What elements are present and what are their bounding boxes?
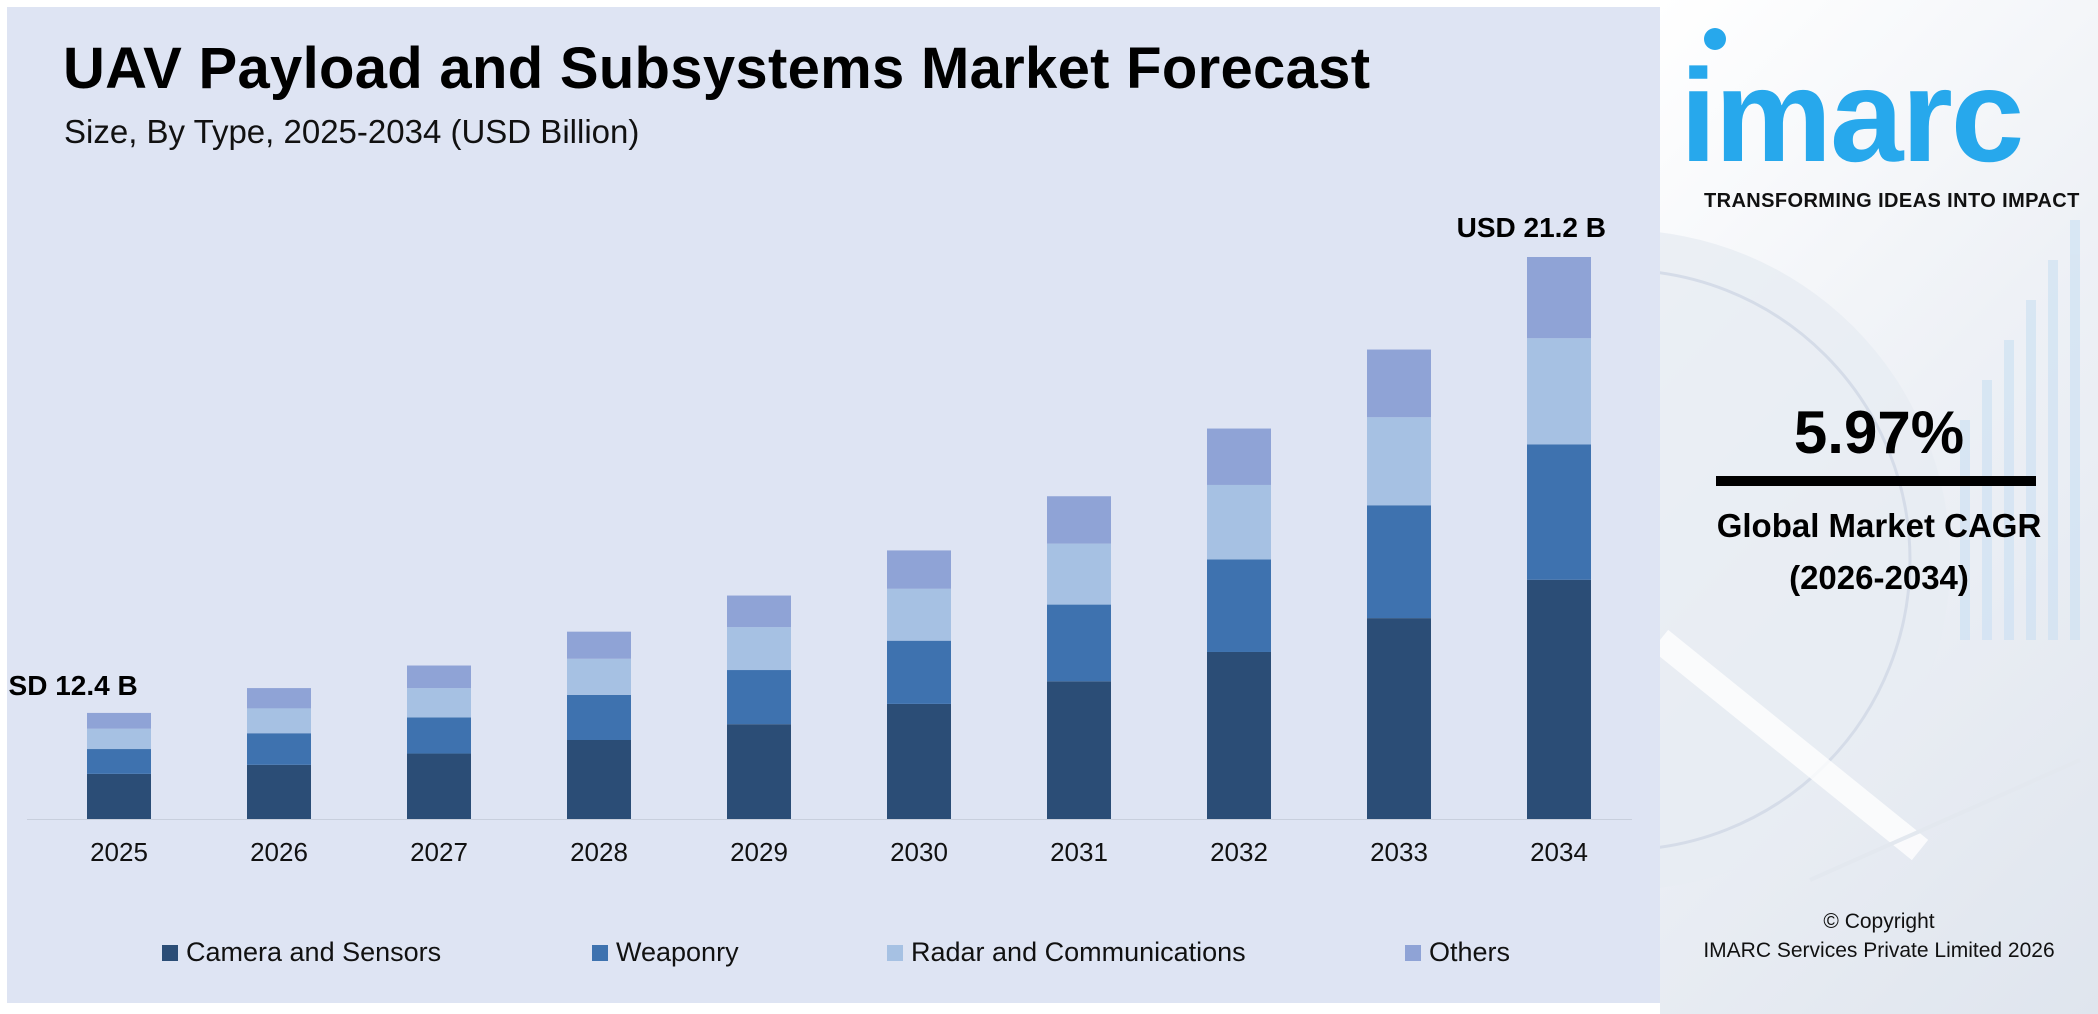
bar-segment-2033-weaponry [1367,505,1431,619]
x-tick-label: 2028 [570,837,628,867]
bar-segment-2034-radar-and-communications [1527,338,1591,445]
x-tick-label: 2026 [250,837,308,867]
bar-segment-2033-others [1367,349,1431,418]
bar-segment-2031-others [1047,496,1111,544]
bar-segment-2031-weaponry [1047,604,1111,682]
legend-swatch [887,944,903,961]
bar-segment-2028-weaponry [567,694,631,741]
background-chart-graphic [1660,220,2081,888]
bar-segment-2025-camera-and-sensors [87,773,151,819]
chart-subtitle: Size, By Type, 2025-2034 (USD Billion) [64,113,640,150]
chart-title: UAV Payload and Subsystems Market Foreca… [63,36,1371,101]
x-tick-label: 2027 [410,837,468,867]
x-tick-label: 2031 [1050,837,1108,867]
legend-item-weaponry: Weaponry [592,937,739,968]
bar-segment-2033-radar-and-communications [1367,417,1431,506]
bar-segment-2025-weaponry [87,749,151,774]
legend-swatch [162,944,178,961]
bar-segment-2025-radar-and-communications [87,728,151,750]
bar-segment-2029-camera-and-sensors [727,724,791,819]
bar-segment-2031-camera-and-sensors [1047,681,1111,819]
bar-segment-2032-radar-and-communications [1207,484,1271,560]
cagr-label-line2: (2026-2034) [1789,559,1969,596]
chart-panel: UAV Payload and Subsystems Market Foreca… [7,7,1660,1003]
legend-item-radar-and-communications: Radar and Communications [887,937,1246,968]
legend-swatch [1405,944,1421,961]
bar-segment-2029-weaponry [727,670,791,725]
legend-label: Others [1429,937,1511,967]
total-annotation-2034: USD 21.2 B [1457,212,1606,243]
bar-segment-2026-others [247,688,311,709]
bar-segment-2025-others [87,712,151,729]
bar-segment-2028-radar-and-communications [567,658,631,695]
bar-segment-2027-weaponry [407,717,471,754]
legend-label: Camera and Sensors [186,937,442,967]
legend-label: Radar and Communications [911,937,1246,967]
logo-dot [1704,28,1726,50]
bar-segment-2030-camera-and-sensors [887,703,951,819]
cagr-label: Global Market CAGR (2026-2034) [1660,500,2098,604]
bar-segment-2030-others [887,550,951,589]
legend-item-others: Others [1405,937,1510,968]
cagr-divider [1716,476,2036,486]
bar-segment-2026-radar-and-communications [247,708,311,734]
bar-segment-2034-camera-and-sensors [1527,579,1591,819]
bar-segment-2029-radar-and-communications [727,627,791,671]
legend-swatch [592,944,608,961]
bar-segment-2033-camera-and-sensors [1367,618,1431,819]
stacked-bar-chart: 2025 2026 2027 2028 2029 2030 2031 2032 2033 2034… [7,212,1632,867]
bar-segment-2034-weaponry [1527,444,1591,580]
bar-segment-2029-others [727,595,791,628]
x-tick-label: 2025 [90,837,148,867]
bar-segment-2026-camera-and-sensors [247,764,311,819]
bar-segment-2034-others [1527,257,1591,339]
copyright-line2: IMARC Services Private Limited 2026 [1703,939,2055,962]
bar-segment-2027-camera-and-sensors [407,753,471,819]
imarc-logo: imarc TRANSFORMING IDEAS INTO IMPACT [1680,22,2090,212]
legend-label: Weaponry [616,937,739,967]
bar-segment-2026-weaponry [247,733,311,765]
bar-segment-2031-radar-and-communications [1047,543,1111,605]
copyright-line1: © Copyright [1823,910,1935,933]
cagr-value: 5.97% [1793,399,1965,466]
bar-segment-2028-others [567,631,631,659]
side-panel: imarc TRANSFORMING IDEAS INTO IMPACT 5.9… [1660,0,2098,1014]
bar-segment-2030-weaponry [887,640,951,704]
bar-segment-2032-weaponry [1207,559,1271,652]
x-tick-label: 2030 [890,837,948,867]
x-tick-label: 2034 [1530,837,1588,867]
bar-segment-2027-others [407,665,471,689]
bar-segment-2027-radar-and-communications [407,688,471,718]
legend-item-camera-and-sensors: Camera and Sensors [162,937,441,968]
chart-legend: Camera and Sensors Weaponry Radar and Comm… [7,937,1660,973]
cagr-label-line1: Global Market CAGR [1716,507,2042,544]
bar-segment-2032-others [1207,428,1271,485]
x-tick-label: 2033 [1370,837,1428,867]
x-tick-label: 2029 [730,837,788,867]
total-annotation-2025: USD 12.4 B [7,670,138,701]
bar-segment-2028-camera-and-sensors [567,740,631,819]
logo-text: imarc [1680,42,2024,189]
logo-tagline: TRANSFORMING IDEAS INTO IMPACT [1704,190,2080,212]
x-tick-label: 2032 [1210,837,1268,867]
copyright: © Copyright IMARC Services Private Limit… [1660,907,2098,965]
bar-segment-2030-radar-and-communications [887,588,951,641]
bar-segment-2032-camera-and-sensors [1207,651,1271,819]
